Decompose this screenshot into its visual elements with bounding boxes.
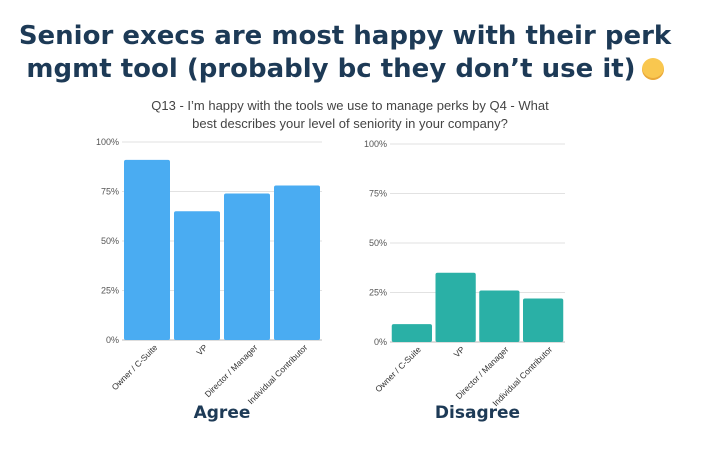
headline-line-2: mgmt tool (probably bc they don’t use it… (0, 53, 690, 86)
bar (435, 272, 476, 342)
bar (124, 159, 170, 340)
question-line-2: best describes your level of seniority i… (192, 116, 508, 131)
y-tick-label: 75% (369, 189, 387, 199)
y-tick-label: 0% (374, 337, 387, 347)
chart-title: Agree (194, 403, 251, 423)
bar (523, 298, 564, 342)
x-category-label: VP (452, 344, 467, 359)
question-line-1: Q13 - I’m happy with the tools we use to… (151, 98, 549, 113)
headline-line-1: Senior execs are most happy with their p… (18, 21, 672, 51)
bar (224, 193, 270, 340)
x-category-label: VP (194, 342, 209, 357)
headline-line-2-text: mgmt tool (probably bc they don’t use it… (26, 54, 636, 84)
question-subtitle: Q13 - I’m happy with the tools we use to… (110, 97, 590, 133)
y-tick-label: 100% (364, 139, 387, 149)
bar (479, 290, 520, 342)
y-tick-label: 100% (96, 137, 119, 147)
y-tick-label: 50% (369, 238, 387, 248)
y-tick-label: 0% (106, 335, 119, 345)
x-category-label: Owner / C-Suite (373, 344, 423, 394)
chart-agree: 0% 25% 50% 75% 100% Owner / C-Suite VPDirector… (96, 137, 322, 423)
headline: Senior execs are most happy with their p… (0, 20, 690, 86)
y-tick-label: 75% (101, 187, 119, 197)
chart-disagree: 0%25%50%75%100%Owner / C-Suite VPDirector… (364, 139, 565, 423)
y-tick-label: 25% (101, 286, 119, 296)
bar (174, 211, 220, 340)
bar (391, 324, 432, 342)
x-category-label: Owner / C-Suite (110, 342, 160, 392)
bar (274, 185, 320, 340)
chart-title: Disagree (435, 403, 520, 423)
y-tick-label: 50% (101, 236, 119, 246)
y-tick-label: 25% (369, 288, 387, 298)
smiling-face-icon (641, 58, 664, 80)
x-category-label: Director / Manager (203, 342, 260, 399)
